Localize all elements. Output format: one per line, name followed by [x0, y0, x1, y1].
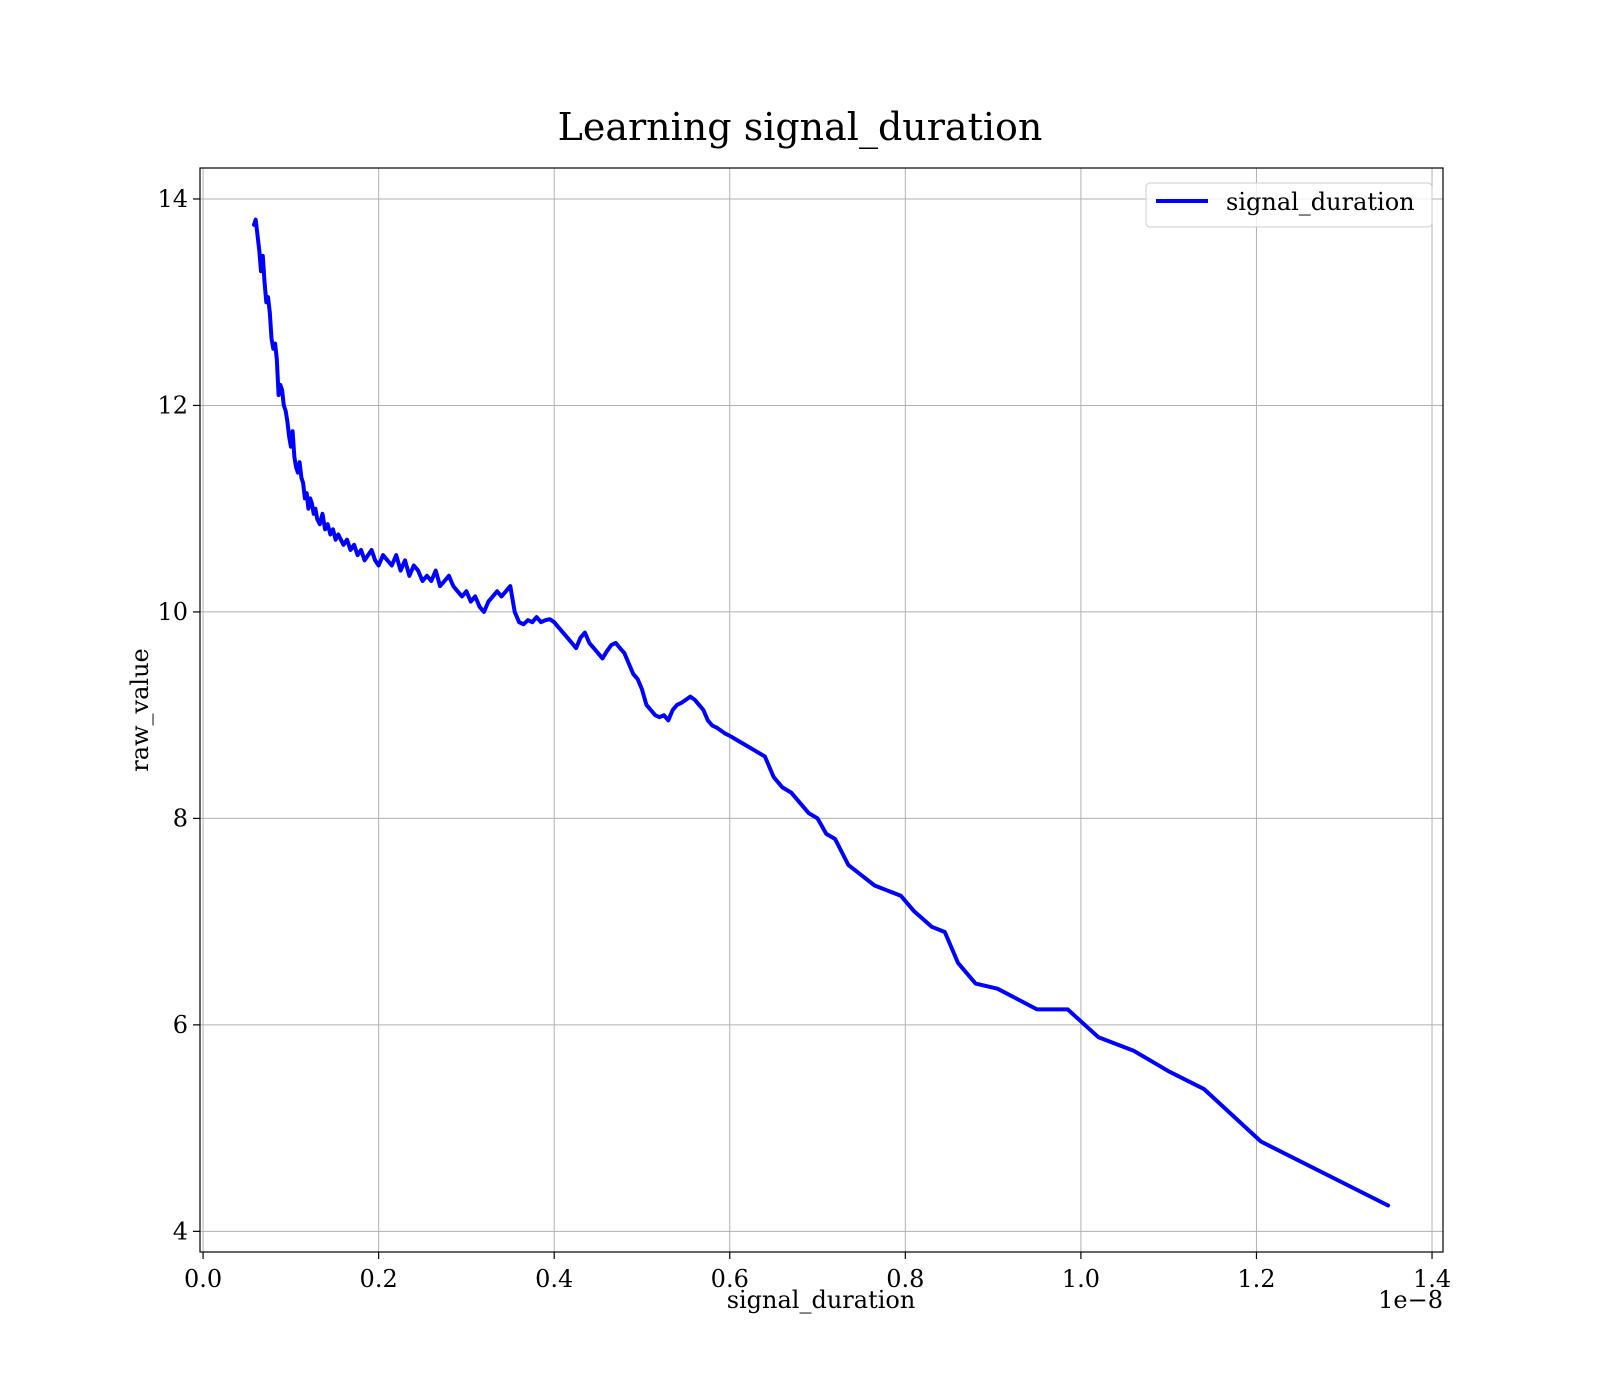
y-tick-label: 6 — [173, 1011, 188, 1039]
x-axis-label: signal_duration — [727, 1286, 916, 1314]
series-layer — [252, 217, 1391, 1208]
legend-label: signal_duration — [1226, 188, 1415, 216]
chart-title: Learning signal_duration — [558, 105, 1043, 150]
x-tick-label: 0.2 — [360, 1265, 398, 1293]
y-tick-label: 14 — [157, 185, 188, 213]
x-tick-label: 0.0 — [184, 1265, 222, 1293]
series-line-signal_duration — [252, 217, 1391, 1208]
y-axis-label: raw_value — [126, 648, 154, 772]
y-tick-label: 4 — [173, 1217, 188, 1245]
x-tick-label: 1.2 — [1237, 1265, 1275, 1293]
y-tick-label: 12 — [157, 391, 188, 419]
x-tick-label: 0.8 — [886, 1265, 924, 1293]
x-axis-offset-text: 1e−8 — [1378, 1286, 1443, 1314]
legend-box — [1145, 182, 1433, 228]
y-tick-label: 10 — [157, 598, 188, 626]
grid — [200, 168, 1443, 1252]
x-tick-label: 0.6 — [711, 1265, 749, 1293]
x-tick-label: 1.4 — [1413, 1265, 1451, 1293]
y-tick-label: 8 — [173, 804, 188, 832]
x-tick-label: 0.4 — [535, 1265, 573, 1293]
x-tick-label: 1.0 — [1062, 1265, 1100, 1293]
legend: signal_duration — [1145, 182, 1433, 228]
axis-ticks: 0.0 0.2 0.4 0.6 0.8 1.0 1.2 1.4 4 6 8 10 12 14 — [157, 185, 1451, 1293]
plot-area-frame — [199, 167, 1444, 1253]
